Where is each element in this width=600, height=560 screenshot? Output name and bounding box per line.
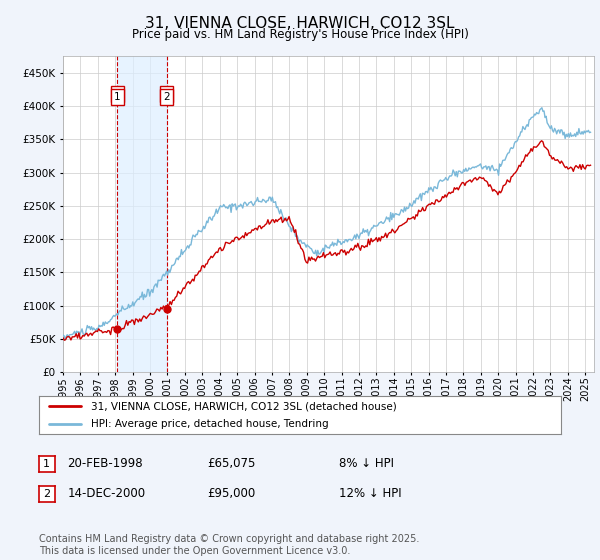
Text: 1: 1 — [114, 92, 121, 102]
Text: £65,075: £65,075 — [207, 457, 256, 470]
Text: 12% ↓ HPI: 12% ↓ HPI — [339, 487, 401, 501]
Text: Contains HM Land Registry data © Crown copyright and database right 2025.
This d: Contains HM Land Registry data © Crown c… — [39, 534, 419, 556]
Text: 2: 2 — [163, 89, 170, 99]
Bar — [118, 56, 167, 372]
Text: 14-DEC-2000: 14-DEC-2000 — [67, 487, 145, 501]
Text: Price paid vs. HM Land Registry's House Price Index (HPI): Price paid vs. HM Land Registry's House … — [131, 28, 469, 41]
Text: 8% ↓ HPI: 8% ↓ HPI — [339, 457, 394, 470]
Text: 31, VIENNA CLOSE, HARWICH, CO12 3SL (detached house): 31, VIENNA CLOSE, HARWICH, CO12 3SL (det… — [91, 401, 397, 411]
Text: 31, VIENNA CLOSE, HARWICH, CO12 3SL: 31, VIENNA CLOSE, HARWICH, CO12 3SL — [145, 16, 455, 31]
Text: HPI: Average price, detached house, Tendring: HPI: Average price, detached house, Tend… — [91, 419, 329, 429]
Text: £95,000: £95,000 — [207, 487, 255, 501]
Text: 2: 2 — [163, 92, 170, 102]
Text: 1: 1 — [43, 459, 50, 469]
Text: 20-FEB-1998: 20-FEB-1998 — [67, 457, 143, 470]
Text: 1: 1 — [114, 89, 121, 99]
Text: 2: 2 — [43, 489, 50, 499]
